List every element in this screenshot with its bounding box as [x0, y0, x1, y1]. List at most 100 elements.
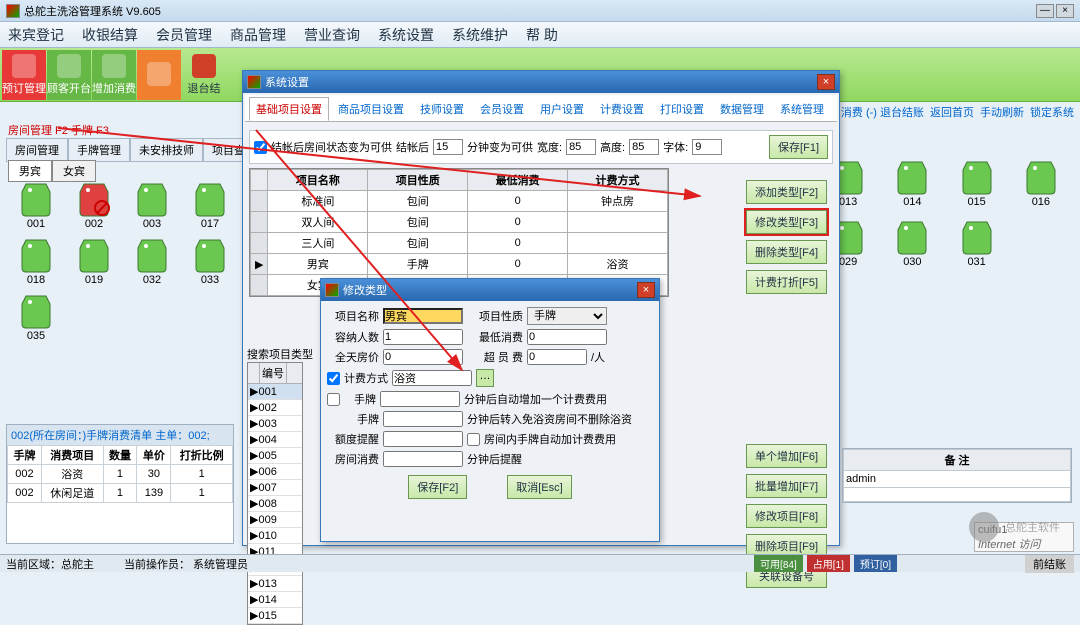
minimize-button[interactable]: — — [1036, 4, 1054, 18]
check-after[interactable] — [254, 141, 267, 154]
type-btn-1[interactable]: 修改类型[F3] — [746, 210, 827, 234]
dialog-close-button[interactable]: × — [637, 282, 655, 298]
link-refresh[interactable]: 手动刷新 — [980, 104, 1024, 120]
app-title: 总舵主洗浴管理系统 V9.605 — [24, 3, 161, 19]
input-width[interactable] — [566, 139, 596, 155]
tool-orange[interactable] — [137, 50, 181, 100]
consume-panel: 002(所在房间：)手牌消费清单 主单：002; 手牌消费项目数量单价打折比例 … — [6, 424, 234, 544]
status-area: 当前区域：总舵主 — [6, 556, 94, 572]
input-limit[interactable] — [383, 431, 463, 447]
room-tag[interactable]: 032 — [124, 238, 180, 286]
dialog-icon — [325, 283, 339, 297]
tab-room[interactable]: 房间管理 — [6, 138, 68, 162]
sys-tab[interactable]: 用户设置 — [533, 97, 591, 121]
input-min1[interactable] — [380, 391, 460, 407]
check-billmode[interactable] — [327, 372, 340, 385]
tool-checkin[interactable]: 顾客开台 — [47, 50, 91, 100]
sys-tab[interactable]: 技师设置 — [413, 97, 471, 121]
dialog-title: 修改类型 — [343, 282, 387, 298]
check-autoadd[interactable] — [467, 433, 480, 446]
app-icon — [6, 4, 20, 18]
input-billmode[interactable] — [392, 370, 472, 386]
menu-item[interactable]: 帮 助 — [526, 25, 558, 45]
type-buttons: 添加类型[F2] 修改类型[F3] 删除类型[F4] 计费打折[F5] — [746, 180, 827, 294]
tab-male[interactable]: 男宾 — [8, 160, 52, 182]
item-btn-2[interactable]: 修改项目[F8] — [746, 504, 827, 528]
room-tag[interactable]: 017 — [182, 182, 238, 230]
select-nature[interactable]: 手牌 — [527, 307, 607, 325]
sys-tab[interactable]: 数据管理 — [713, 97, 771, 121]
sys-tabs: 基础项目设置商品项目设置技师设置会员设置用户设置计费设置打印设置数据管理系统管理 — [245, 95, 837, 122]
dialog-title: 系统设置 — [265, 74, 309, 90]
input-roomfee[interactable] — [383, 451, 463, 467]
room-tag[interactable]: 016 — [1010, 160, 1072, 208]
link-home[interactable]: 返回首页 — [930, 104, 974, 120]
tab-tech[interactable]: 未安排技师 — [130, 138, 203, 162]
badge-reserved: 预订[0] — [854, 555, 897, 572]
input-capacity[interactable] — [383, 329, 463, 345]
room-tag[interactable]: 003 — [124, 182, 180, 230]
sys-tab[interactable]: 商品项目设置 — [331, 97, 411, 121]
item-btn-1[interactable]: 批量增加[F7] — [746, 474, 827, 498]
save-f2-button[interactable]: 保存[F2] — [408, 475, 467, 499]
tool-consume[interactable]: 增加消费 — [92, 50, 136, 100]
sys-tab[interactable]: 打印设置 — [653, 97, 711, 121]
room-tag[interactable]: 035 — [8, 294, 64, 342]
tab-card[interactable]: 手牌管理 — [68, 138, 130, 162]
room-tag[interactable]: 015 — [946, 160, 1008, 208]
save-f1-button[interactable]: 保存[F1] — [769, 135, 828, 159]
tool-checkout[interactable]: 退台结 — [182, 50, 226, 100]
input-after[interactable] — [433, 139, 463, 155]
input-min2[interactable] — [383, 411, 463, 427]
wechat-icon — [969, 512, 999, 542]
cancel-esc-button[interactable]: 取消[Esc] — [507, 475, 571, 499]
room-tag[interactable]: 030 — [881, 220, 943, 268]
type-btn-2[interactable]: 删除类型[F4] — [746, 240, 827, 264]
input-projname[interactable] — [383, 308, 463, 324]
sys-tab[interactable]: 基础项目设置 — [249, 97, 329, 121]
menu-item[interactable]: 商品管理 — [230, 25, 286, 45]
menu-item[interactable]: 系统设置 — [378, 25, 434, 45]
check-card1[interactable] — [327, 393, 340, 406]
sys-tab[interactable]: 会员设置 — [473, 97, 531, 121]
link-lock[interactable]: 锁定系统 — [1030, 104, 1074, 120]
consume-table: 手牌消费项目数量单价打折比例 002浴资1301002休闲足道11391 — [7, 445, 233, 503]
dialog-close-button[interactable]: × — [817, 74, 835, 90]
input-dayprice[interactable] — [383, 349, 463, 365]
room-tag[interactable]: 002 — [66, 182, 122, 230]
dialog-titlebar: 修改类型 × — [321, 279, 659, 301]
room-tag[interactable]: 001 — [8, 182, 64, 230]
item-btn-0[interactable]: 单个增加[F6] — [746, 444, 827, 468]
tab-female[interactable]: 女宾 — [52, 160, 96, 182]
main-tabs: 房间管理 手牌管理 未安排技师 项目查 — [6, 138, 254, 162]
menu-item[interactable]: 会员管理 — [156, 25, 212, 45]
menu-item[interactable]: 系统维护 — [452, 25, 508, 45]
menu-item[interactable]: 来宾登记 — [8, 25, 64, 45]
room-tag[interactable]: 018 — [8, 238, 64, 286]
close-button[interactable]: × — [1056, 4, 1074, 18]
input-overfee[interactable] — [527, 349, 587, 365]
tool-reserve[interactable]: 预订管理 — [2, 50, 46, 100]
menu-item[interactable]: 收银结算 — [82, 25, 138, 45]
checkrow: 结帐后房间状态变为可供 结帐后 分钟变为可供 宽度: 高度: 字体: 保存[F1… — [249, 130, 833, 164]
room-tag[interactable]: 031 — [946, 220, 1008, 268]
input-minfee[interactable] — [527, 329, 607, 345]
input-height[interactable] — [629, 139, 659, 155]
sub-ribbon: 房间管理 F2 手牌 F3 — [8, 122, 109, 138]
menubar: 来宾登记 收银结算 会员管理 商品管理 营业查询 系统设置 系统维护 帮 助 — [0, 22, 1080, 48]
room-tag[interactable]: 014 — [881, 160, 943, 208]
input-font[interactable] — [692, 139, 722, 155]
sys-tab[interactable]: 计费设置 — [593, 97, 651, 121]
sys-tab[interactable]: 系统管理 — [773, 97, 831, 121]
number-list[interactable]: 编号 ▶001▶002▶003▶004▶005▶006▶007▶008▶009▶… — [247, 362, 303, 625]
type-btn-3[interactable]: 计费打折[F5] — [746, 270, 827, 294]
menu-item[interactable]: 营业查询 — [304, 25, 360, 45]
lookup-button[interactable]: … — [476, 369, 494, 387]
room-tag[interactable]: 033 — [182, 238, 238, 286]
room-tag[interactable]: 019 — [66, 238, 122, 286]
room-grid-left: 001002003017 018019032033 035 — [8, 182, 238, 342]
status-operator: 当前操作员： 系统管理员 — [124, 556, 248, 572]
type-btn-0[interactable]: 添加类型[F2] — [746, 180, 827, 204]
search-label: 搜索项目类型 — [247, 344, 313, 362]
right-links: 增加消费 (-) 退台结账 返回首页 手动刷新 锁定系统 — [819, 104, 1074, 120]
